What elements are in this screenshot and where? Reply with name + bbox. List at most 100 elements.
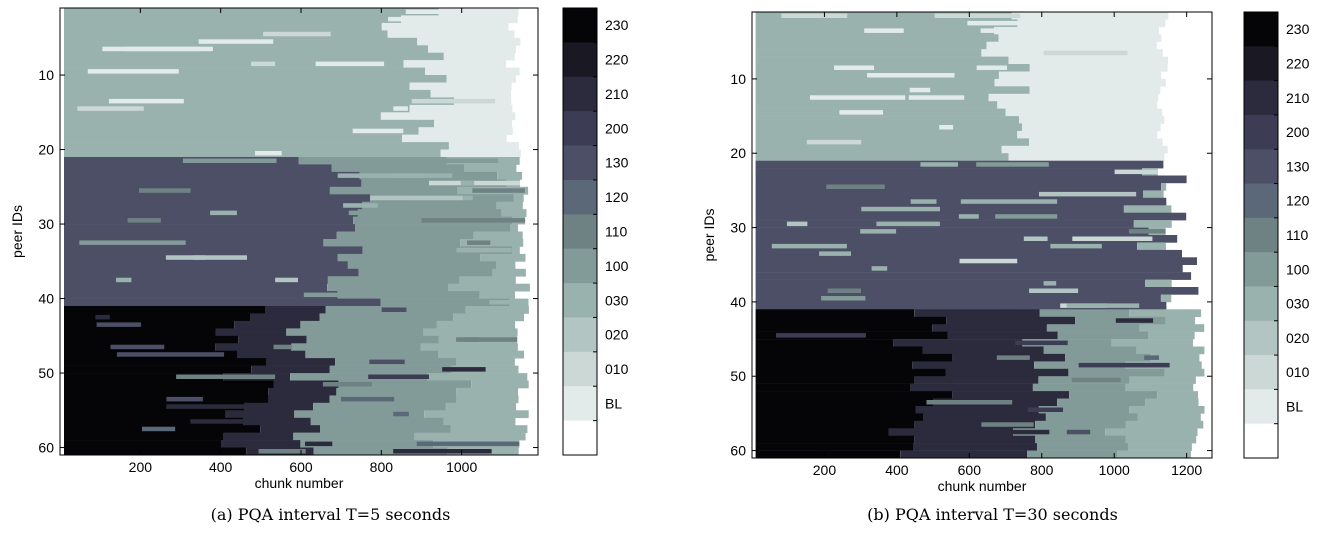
colorbar-swatch <box>563 351 597 387</box>
heatmap-segment <box>1105 428 1198 436</box>
heatmap-streak <box>867 73 955 78</box>
heatmap-segment <box>443 417 516 426</box>
heatmap-segment <box>293 432 415 441</box>
colorbar-label: 220 <box>1286 55 1310 71</box>
heatmap-segment <box>438 8 519 16</box>
heatmap-streak <box>1071 377 1121 383</box>
heatmap-segment <box>914 376 1039 384</box>
heatmap-segment <box>64 134 402 143</box>
heatmap-segment <box>64 179 362 188</box>
heatmap-streak <box>198 39 274 44</box>
heatmap-segment <box>64 164 332 173</box>
heatmap-segment <box>755 443 913 451</box>
heatmap-streak <box>343 203 378 208</box>
heatmap-segment <box>380 298 510 307</box>
heatmap-segment <box>64 373 224 381</box>
colorbar-label: 230 <box>605 17 629 33</box>
heatmap-streak <box>166 396 203 402</box>
heatmap-streak <box>996 310 1024 316</box>
heatmap-streak <box>939 125 954 130</box>
x-tick-label: 1000 <box>446 459 477 475</box>
heatmap-segment <box>265 306 326 314</box>
heatmap-segment <box>1161 183 1167 191</box>
heatmap-segment <box>434 119 512 128</box>
heatmap-segment <box>64 335 239 344</box>
heatmap-segment <box>480 253 526 262</box>
heatmap-segment <box>355 224 511 232</box>
colorbar-label: BL <box>605 395 622 411</box>
heatmap-segment <box>64 112 381 121</box>
heatmap-segment <box>755 428 889 436</box>
heatmap-segment <box>755 294 1161 303</box>
y-axis-label: peer IDs <box>9 205 25 258</box>
heatmap-segment <box>755 168 1143 176</box>
heatmap-segment <box>409 82 512 91</box>
colorbar-swatch <box>1244 217 1278 253</box>
heatmap-segment <box>1150 353 1200 362</box>
heatmap-segment <box>428 45 516 54</box>
heatmap-segment <box>420 343 518 352</box>
heatmap-segment <box>430 89 511 98</box>
heatmap-segment <box>755 34 999 42</box>
heatmap-segment <box>1032 383 1126 392</box>
heatmap-segment <box>64 283 327 292</box>
heatmap-streak <box>999 429 1050 435</box>
heatmap-segment <box>755 138 1030 147</box>
colorbar-label: 210 <box>1286 90 1310 106</box>
heatmap-streak <box>416 441 520 447</box>
y-tick-label: 30 <box>730 220 746 236</box>
heatmap-segment <box>994 78 1166 87</box>
colorbar-swatch <box>563 283 597 318</box>
heatmap-streak <box>860 229 897 234</box>
colorbar-swatch <box>563 111 597 147</box>
colorbar-swatch <box>1244 423 1278 459</box>
heatmap-segment <box>427 373 528 381</box>
heatmap-streak <box>405 9 448 14</box>
colorbar-label: 100 <box>605 258 629 274</box>
heatmap-segment <box>306 335 439 344</box>
heatmap-segment <box>459 276 516 284</box>
heatmap-streak <box>79 240 186 245</box>
y-tick-label: 20 <box>730 145 746 161</box>
heatmap-segment <box>914 420 1036 429</box>
x-axis-label: chunk number <box>255 475 344 491</box>
heatmap-segment <box>64 60 404 68</box>
heatmap-segment <box>291 343 421 352</box>
heatmap-segment <box>64 127 419 135</box>
heatmap-segment <box>755 272 1192 280</box>
heatmap-segment <box>755 316 947 325</box>
heatmap-segment <box>1148 331 1195 340</box>
heatmap-segment <box>64 45 428 54</box>
heatmap-segment <box>755 160 1164 169</box>
heatmap-segment <box>1057 331 1149 340</box>
heatmap-streak <box>341 396 395 402</box>
heatmap-segment <box>755 49 982 57</box>
heatmap-segment <box>1129 406 1205 414</box>
heatmap-segment <box>438 350 524 359</box>
heatmap-segment <box>755 391 953 399</box>
colorbar-swatch <box>1244 355 1278 390</box>
heatmap-segment <box>64 216 354 225</box>
heatmap-streak <box>370 195 463 201</box>
heatmap-segment <box>64 328 216 337</box>
heatmap-streak <box>876 221 940 227</box>
heatmap-streak <box>472 188 525 193</box>
heatmap-segment <box>347 261 497 270</box>
y-tick-label: 10 <box>38 67 54 83</box>
heatmap-streak <box>348 210 421 216</box>
heatmap-streak <box>864 28 904 33</box>
heatmap-segment <box>1029 138 1163 147</box>
heatmap-segment <box>755 435 915 444</box>
heatmap-segment <box>64 104 410 113</box>
heatmap-segment <box>471 380 529 389</box>
heatmap-segment <box>64 30 388 39</box>
heatmap-streak <box>976 65 1007 70</box>
heatmap-segment <box>755 64 1030 72</box>
heatmap-streak <box>1103 132 1158 137</box>
heatmap-segment <box>913 443 1038 451</box>
heatmap-streak <box>108 98 184 104</box>
heatmap-segment <box>997 101 1158 109</box>
heatmap-segment <box>755 175 1187 184</box>
heatmap-segment <box>496 201 523 210</box>
heatmap-streak <box>871 266 888 271</box>
